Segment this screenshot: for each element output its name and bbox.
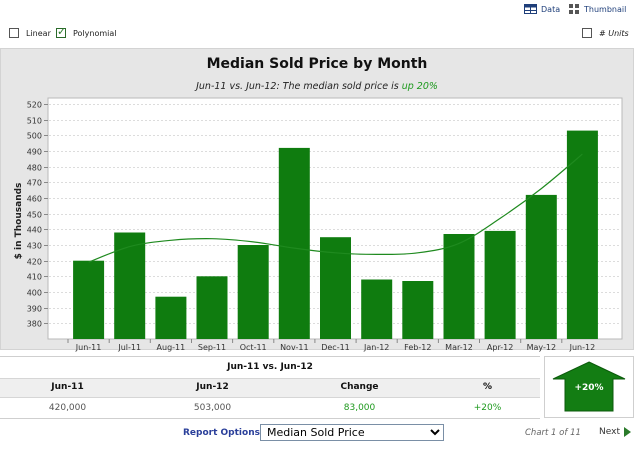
col-header-end: Jun-12 xyxy=(196,382,229,392)
x-tick-label: Mar-12 xyxy=(445,343,473,352)
bar xyxy=(320,237,351,339)
y-tick-label: 440 xyxy=(27,226,42,235)
chart-title: Median Sold Price by Month xyxy=(206,56,428,72)
y-tick-label: 450 xyxy=(27,211,42,220)
y-tick-label: 500 xyxy=(27,132,42,141)
next-label: Next xyxy=(599,427,620,437)
x-tick-label: Jan-12 xyxy=(363,343,389,352)
units-checkbox[interactable] xyxy=(582,28,592,38)
linear-label: Linear xyxy=(26,29,51,38)
bar xyxy=(525,194,557,339)
x-tick-label: Aug-11 xyxy=(157,343,186,352)
value-percent: +20% xyxy=(473,403,502,413)
bar xyxy=(566,130,598,339)
chart-position: Chart 1 of 11 xyxy=(525,428,581,438)
thumbnail-view-toggle[interactable]: Thumbnail xyxy=(569,3,626,15)
x-tick-label: Oct-11 xyxy=(240,343,267,352)
bar xyxy=(484,230,516,339)
x-tick-label: Jul-11 xyxy=(117,343,141,352)
y-tick-label: 510 xyxy=(27,117,42,126)
polynomial-checkbox[interactable] xyxy=(56,25,66,38)
chart-subtitle: Jun-11 vs. Jun-12: The median sold price… xyxy=(0,81,634,92)
y-tick-label: 460 xyxy=(27,195,42,204)
bar xyxy=(443,234,475,339)
next-arrow-icon xyxy=(623,427,631,437)
bar xyxy=(73,260,105,339)
y-tick-label: 390 xyxy=(27,305,42,314)
bar xyxy=(155,296,187,339)
bar xyxy=(114,232,146,339)
data-view-toggle[interactable]: Data xyxy=(524,3,560,15)
y-tick-label: 410 xyxy=(27,273,42,282)
y-tick-label: 430 xyxy=(27,242,42,251)
thumbnail-grid-icon xyxy=(569,4,579,14)
change-badge-label: +20% xyxy=(574,383,604,393)
thumbnail-view-label: Thumbnail xyxy=(584,4,627,14)
y-tick-label: 380 xyxy=(27,320,42,329)
x-tick-label: Feb-12 xyxy=(404,343,431,352)
change-badge-box: +20% xyxy=(544,356,634,418)
comparison-header-row xyxy=(0,378,540,398)
next-button[interactable]: Next xyxy=(599,427,632,437)
comparison-table xyxy=(0,356,540,419)
trend-line xyxy=(88,153,583,263)
x-tick-label: Dec-11 xyxy=(321,343,350,352)
y-axis-label: $ in Thousands xyxy=(14,183,24,260)
chart-subtitle-change: up 20% xyxy=(401,81,438,92)
bar xyxy=(361,279,393,339)
table-icon xyxy=(524,4,537,14)
y-tick-label: 420 xyxy=(27,258,42,267)
x-tick-label: Jun-11 xyxy=(75,343,102,352)
comparison-title: Jun-11 vs. Jun-12 xyxy=(227,362,313,372)
y-tick-label: 520 xyxy=(27,101,42,110)
polynomial-label: Polynomial xyxy=(73,29,117,38)
value-start: 420,000 xyxy=(48,403,87,413)
x-tick-label: Sep-11 xyxy=(198,343,226,352)
units-label: # Units xyxy=(599,29,629,38)
data-view-label: Data xyxy=(541,4,561,14)
metric-select[interactable]: Median Sold Price xyxy=(260,424,444,441)
value-end: 503,000 xyxy=(193,403,232,413)
col-header-change: Change xyxy=(340,382,379,392)
y-tick-label: 400 xyxy=(27,289,42,298)
col-header-percent: % xyxy=(482,382,493,392)
y-tick-label: 480 xyxy=(27,164,42,173)
bar xyxy=(237,245,269,339)
x-tick-label: May-12 xyxy=(527,343,556,352)
value-change: 83,000 xyxy=(343,403,376,413)
bar xyxy=(278,147,310,339)
bar xyxy=(196,276,228,339)
x-tick-label: Apr-12 xyxy=(487,343,513,352)
chart-subtitle-text: Jun-11 vs. Jun-12: The median sold price… xyxy=(196,81,402,92)
up-arrow-icon xyxy=(552,361,626,412)
y-tick-label: 470 xyxy=(27,179,42,188)
linear-checkbox[interactable] xyxy=(9,28,19,38)
y-tick-label: 490 xyxy=(27,148,42,157)
col-header-start: Jun-11 xyxy=(51,382,84,392)
bar xyxy=(402,281,434,339)
x-tick-label: Jun-12 xyxy=(569,343,596,352)
report-options-link[interactable]: Report Options xyxy=(183,428,260,438)
x-tick-label: Nov-11 xyxy=(280,343,308,352)
